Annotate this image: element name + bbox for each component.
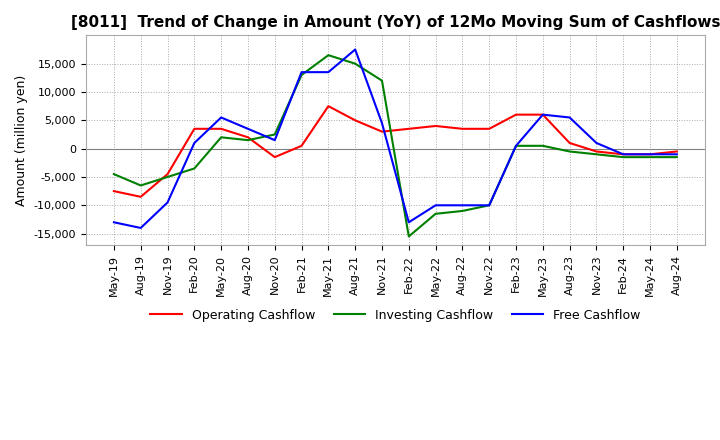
Free Cashflow <box>243 126 252 132</box>
Operating Cashflow <box>243 135 252 140</box>
Investing Cashflow <box>539 143 547 148</box>
Investing Cashflow <box>271 132 279 137</box>
Operating Cashflow <box>485 126 493 132</box>
Investing Cashflow <box>431 211 440 216</box>
Free Cashflow <box>592 140 600 146</box>
Free Cashflow <box>458 203 467 208</box>
Operating Cashflow <box>378 129 387 134</box>
Investing Cashflow <box>565 149 574 154</box>
Operating Cashflow <box>458 126 467 132</box>
Operating Cashflow <box>646 152 654 157</box>
Investing Cashflow <box>351 61 359 66</box>
Operating Cashflow <box>297 143 306 148</box>
Investing Cashflow <box>324 52 333 58</box>
Free Cashflow <box>217 115 225 120</box>
Free Cashflow <box>431 203 440 208</box>
Free Cashflow <box>190 140 199 146</box>
Investing Cashflow <box>619 154 628 160</box>
Operating Cashflow <box>431 123 440 128</box>
Operating Cashflow <box>565 140 574 146</box>
Free Cashflow <box>539 112 547 117</box>
Operating Cashflow <box>109 188 118 194</box>
Operating Cashflow <box>163 172 172 177</box>
Free Cashflow <box>672 152 681 157</box>
Investing Cashflow <box>243 138 252 143</box>
Investing Cashflow <box>109 172 118 177</box>
Investing Cashflow <box>163 174 172 180</box>
Investing Cashflow <box>297 72 306 77</box>
Free Cashflow <box>109 220 118 225</box>
Free Cashflow <box>646 152 654 157</box>
Line: Investing Cashflow: Investing Cashflow <box>114 55 677 236</box>
Operating Cashflow <box>324 103 333 109</box>
Free Cashflow <box>163 200 172 205</box>
Operating Cashflow <box>351 117 359 123</box>
Free Cashflow <box>136 225 145 231</box>
Investing Cashflow <box>672 154 681 160</box>
Free Cashflow <box>512 143 521 148</box>
Investing Cashflow <box>136 183 145 188</box>
Operating Cashflow <box>592 149 600 154</box>
Operating Cashflow <box>136 194 145 199</box>
Free Cashflow <box>378 121 387 126</box>
Operating Cashflow <box>217 126 225 132</box>
Operating Cashflow <box>271 154 279 160</box>
Investing Cashflow <box>458 208 467 213</box>
Investing Cashflow <box>217 135 225 140</box>
Investing Cashflow <box>190 166 199 171</box>
Free Cashflow <box>405 220 413 225</box>
Title: [8011]  Trend of Change in Amount (YoY) of 12Mo Moving Sum of Cashflows: [8011] Trend of Change in Amount (YoY) o… <box>71 15 720 30</box>
Investing Cashflow <box>512 143 521 148</box>
Legend: Operating Cashflow, Investing Cashflow, Free Cashflow: Operating Cashflow, Investing Cashflow, … <box>145 304 645 327</box>
Investing Cashflow <box>405 234 413 239</box>
Operating Cashflow <box>619 152 628 157</box>
Investing Cashflow <box>592 152 600 157</box>
Free Cashflow <box>565 115 574 120</box>
Investing Cashflow <box>378 78 387 83</box>
Investing Cashflow <box>485 203 493 208</box>
Free Cashflow <box>271 138 279 143</box>
Line: Operating Cashflow: Operating Cashflow <box>114 106 677 197</box>
Operating Cashflow <box>539 112 547 117</box>
Line: Free Cashflow: Free Cashflow <box>114 49 677 228</box>
Operating Cashflow <box>405 126 413 132</box>
Free Cashflow <box>619 152 628 157</box>
Free Cashflow <box>324 70 333 75</box>
Operating Cashflow <box>190 126 199 132</box>
Free Cashflow <box>351 47 359 52</box>
Investing Cashflow <box>646 154 654 160</box>
Operating Cashflow <box>672 149 681 154</box>
Free Cashflow <box>485 203 493 208</box>
Y-axis label: Amount (million yen): Amount (million yen) <box>15 74 28 206</box>
Free Cashflow <box>297 70 306 75</box>
Operating Cashflow <box>512 112 521 117</box>
